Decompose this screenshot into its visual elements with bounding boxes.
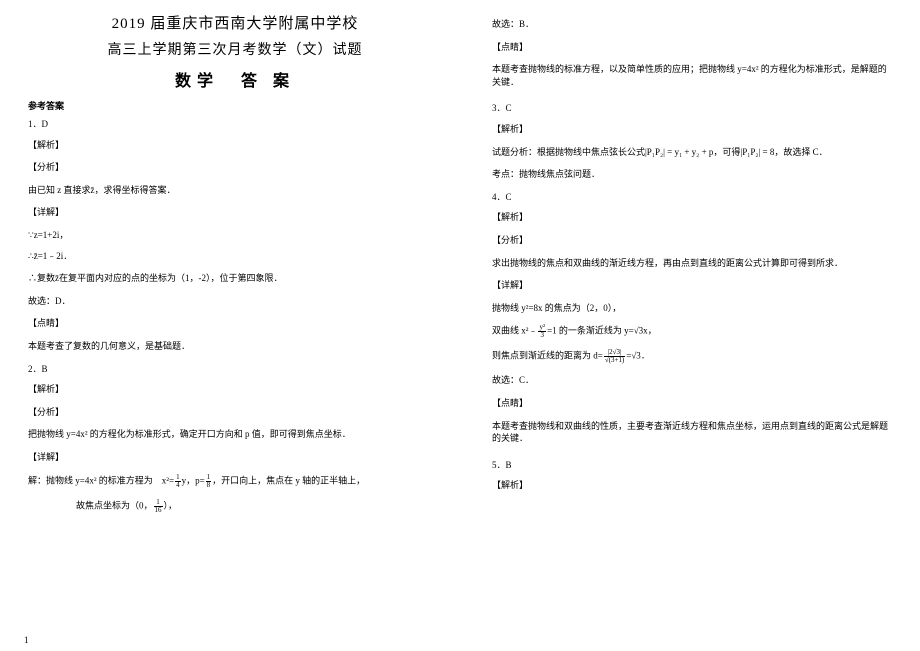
q4-frac-y2over3: y²3 — [538, 324, 546, 339]
q1-number: 1．D — [28, 118, 442, 131]
q2-dianjing-label: 【点睛】 — [478, 41, 892, 54]
q2-step2: 故焦点坐标为（0，116）， — [28, 499, 442, 514]
q1-dianjing-body: 本题考查了复数的几何意义，是基础题． — [28, 340, 442, 353]
q1-fenxi-body: 由已知 z 直接求z̄，求得坐标得答案． — [28, 184, 442, 197]
q2-jiexi-label: 【解析】 — [28, 383, 442, 396]
q4-step2-pre: 双曲线 x²﹣ — [492, 326, 537, 336]
q3-jiexi-label: 【解析】 — [478, 123, 892, 136]
q4-step3-result: √3 — [631, 351, 640, 361]
q2-step1: 解：抛物线 y=4x² 的标准方程为 x²=14y，p=18，开口向上，焦点在 … — [28, 474, 442, 489]
q4-step1: 抛物线 y²=8x 的焦点为（2，0）， — [478, 302, 892, 315]
q2-step2-post: ）， — [164, 500, 178, 510]
q2-fenxi-label: 【分析】 — [28, 406, 442, 419]
q4-step2-post: x， — [643, 326, 657, 336]
q4-jiexi-label: 【解析】 — [478, 211, 892, 224]
q2-step1-pre: 解：抛物线 y=4x² 的标准方程为 x²= — [28, 475, 174, 485]
doc-title-subject: 数学 答 案 — [28, 67, 442, 91]
page-number: 1 — [24, 635, 29, 645]
q4-step2-sqrt: √3 — [634, 326, 643, 336]
q4-number: 4．C — [478, 191, 892, 204]
q4-fenxi-label: 【分析】 — [478, 234, 892, 247]
q1-step2: ∴z̄=1﹣2i． — [28, 250, 442, 263]
q1-jiexi-label: 【解析】 — [28, 139, 442, 152]
q4-step2-mid: =1 的一条渐近线为 y= — [547, 326, 634, 336]
q2-fenxi-body: 把抛物线 y=4x² 的方程化为标准形式，确定开口方向和 p 值，即可得到焦点坐… — [28, 428, 442, 441]
doc-title-school: 2019 届重庆市西南大学附属中学校 — [28, 12, 442, 33]
q2-step2-pre: 故焦点坐标为（0， — [76, 500, 153, 510]
q2-number: 2．B — [28, 363, 442, 376]
q4-dianjing-label: 【点睛】 — [478, 397, 892, 410]
q1-step1: ∵z=1+2i， — [28, 229, 442, 242]
q2-step1-mid: y，p= — [182, 475, 205, 485]
doc-title-exam: 高三上学期第三次月考数学（文）试题 — [28, 39, 442, 59]
reference-answer-label: 参考答案 — [28, 99, 442, 112]
q4-step3: 则焦点到渐近线的距离为 d=|2√3|√(3+1)=√3． — [478, 349, 892, 364]
q1-dianjing-label: 【点睛】 — [28, 317, 442, 330]
q2-xiangjie-label: 【详解】 — [28, 451, 442, 464]
q4-choice: 故选：C． — [478, 374, 892, 387]
q1-fenxi-label: 【分析】 — [28, 161, 442, 174]
q3-kaodian: 考点：抛物线焦点弦问题． — [478, 168, 892, 181]
q2-frac-1over4: 14 — [175, 474, 181, 489]
q2-step1-post: ，开口向上，焦点在 y 轴的正半轴上， — [212, 475, 365, 485]
q4-frac-distance: |2√3|√(3+1) — [604, 349, 625, 364]
q5-number: 5．B — [478, 459, 892, 472]
q4-fenxi-body: 求出抛物线的焦点和双曲线的渐近线方程，再由点到直线的距离公式计算即可得到所求． — [478, 257, 892, 270]
q2-frac-1over16: 116 — [154, 499, 163, 514]
q1-step3: ∴复数z̄在复平面内对应的点的坐标为（1，-2），位于第四象限． — [28, 272, 442, 285]
q2-frac-1over8: 18 — [206, 474, 212, 489]
q1-choice: 故选：D． — [28, 295, 442, 308]
q4-step3-pre: 则焦点到渐近线的距离为 d= — [492, 351, 603, 361]
q3-number: 3．C — [478, 102, 892, 115]
q4-dianjing-body: 本题考查抛物线和双曲线的性质，主要考查渐近线方程和焦点坐标，运用点到直线的距离公… — [478, 420, 892, 445]
q2-choice: 故选：B． — [478, 18, 892, 31]
q4-step3-post: ． — [641, 351, 650, 361]
q5-jiexi-label: 【解析】 — [478, 479, 892, 492]
q2-dianjing-body: 本题考查抛物线的标准方程，以及简单性质的应用；把抛物线 y=4x² 的方程化为标… — [478, 63, 892, 88]
q3-body: 试题分析：根据抛物线中焦点弦长公式|P₁P₂| = y₁ + y₂ + p，可得… — [478, 146, 892, 159]
q4-step2: 双曲线 x²﹣y²3=1 的一条渐近线为 y=√3x， — [478, 324, 892, 339]
q4-xiangjie-label: 【详解】 — [478, 279, 892, 292]
q1-xiangjie-label: 【详解】 — [28, 206, 442, 219]
